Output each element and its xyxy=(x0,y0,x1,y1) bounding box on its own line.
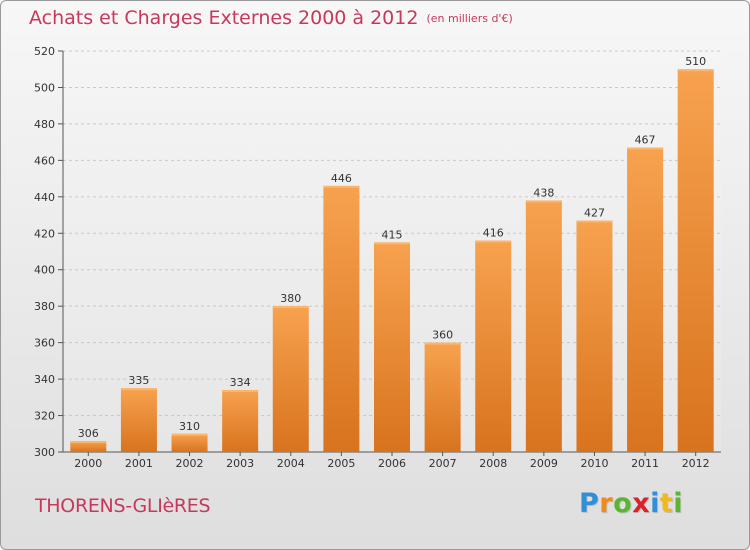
bar-highlight xyxy=(677,69,714,72)
logo-letter: x xyxy=(632,488,651,519)
x-tick-label: 2000 xyxy=(74,457,102,470)
bar xyxy=(525,200,562,452)
logo-letter: o xyxy=(613,488,633,519)
y-tick-label: 420 xyxy=(34,227,55,240)
bar xyxy=(120,388,157,452)
y-tick-label: 320 xyxy=(34,410,55,423)
x-tick-label: 2010 xyxy=(580,457,608,470)
y-tick-label: 340 xyxy=(34,373,55,386)
x-tick-label: 2005 xyxy=(327,457,355,470)
bar-value-label: 446 xyxy=(331,172,352,185)
y-tick-label: 360 xyxy=(34,337,55,350)
x-tick-label: 2002 xyxy=(176,457,204,470)
bar-highlight xyxy=(475,240,512,243)
bar-value-label: 360 xyxy=(432,329,453,342)
bar xyxy=(424,342,461,452)
x-tick-label: 2011 xyxy=(631,457,659,470)
y-tick-label: 500 xyxy=(34,81,55,94)
x-tick-label: 2008 xyxy=(479,457,507,470)
y-tick-label: 520 xyxy=(34,45,55,58)
chart-title: Achats et Charges Externes 2000 à 2012 xyxy=(29,7,419,29)
bar xyxy=(374,242,410,452)
bar xyxy=(677,69,714,453)
bar xyxy=(222,390,259,452)
bar-value-label: 467 xyxy=(635,134,656,147)
bar-value-label: 335 xyxy=(128,374,149,387)
y-tick-label: 480 xyxy=(34,118,55,131)
bar-highlight xyxy=(272,306,309,309)
bar-value-label: 306 xyxy=(78,427,99,440)
x-tick-label: 2009 xyxy=(530,457,558,470)
bar-highlight xyxy=(171,433,208,436)
y-tick-label: 380 xyxy=(34,300,55,313)
bar-highlight xyxy=(70,441,107,444)
y-tick-label: 300 xyxy=(34,446,55,459)
bar-highlight xyxy=(222,390,259,393)
x-tick-label: 2006 xyxy=(378,457,406,470)
y-tick-label: 400 xyxy=(34,264,55,277)
bar-value-label: 510 xyxy=(685,55,706,68)
x-tick-label: 2001 xyxy=(125,457,153,470)
bar xyxy=(70,441,107,452)
logo-letter: i xyxy=(673,488,684,519)
bar-value-label: 427 xyxy=(584,207,605,220)
x-tick-label: 2012 xyxy=(682,457,710,470)
bar-value-label: 380 xyxy=(280,292,301,305)
bar-highlight xyxy=(120,388,157,391)
bar xyxy=(171,433,208,452)
bar-value-label: 334 xyxy=(230,376,251,389)
logo-letter: t xyxy=(659,488,674,519)
bar xyxy=(272,306,309,452)
bar-value-label: 438 xyxy=(533,186,554,199)
commune-name: THORENS-GLIèRES xyxy=(35,495,211,517)
bar xyxy=(627,147,664,452)
logo-letter: P xyxy=(579,488,600,519)
bar-highlight xyxy=(323,185,360,188)
bar xyxy=(475,240,512,452)
x-tick-label: 2003 xyxy=(226,457,254,470)
proxiti-logo: Proxiti xyxy=(579,488,683,519)
logo-letter: i xyxy=(650,488,660,519)
bar-highlight xyxy=(627,147,664,150)
bar xyxy=(576,220,613,452)
bar xyxy=(323,185,360,452)
bar-value-label: 416 xyxy=(483,227,504,240)
x-tick-label: 2007 xyxy=(429,457,457,470)
bar-value-label: 415 xyxy=(382,228,403,241)
logo-letter: r xyxy=(599,488,614,519)
chart-subtitle: (en milliers d'€) xyxy=(426,12,513,25)
y-tick-label: 460 xyxy=(34,154,55,167)
bar-value-label: 310 xyxy=(179,420,200,433)
x-tick-label: 2004 xyxy=(277,457,305,470)
bar-highlight xyxy=(576,220,613,223)
bar-highlight xyxy=(424,342,461,345)
bar-highlight xyxy=(374,242,410,245)
chart-title-block: Achats et Charges Externes 2000 à 2012 (e… xyxy=(29,7,513,29)
y-tick-label: 440 xyxy=(34,191,55,204)
bar-highlight xyxy=(525,200,562,203)
